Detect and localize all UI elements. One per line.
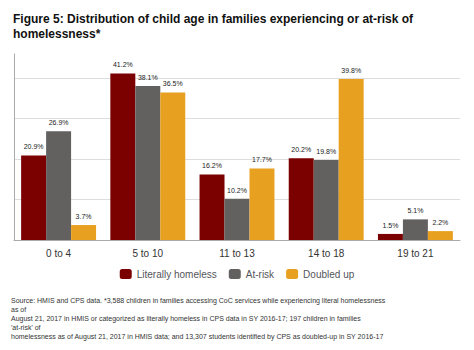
svg-text:as of: as of [11,306,26,313]
svg-text:August 21, 2017 in HMIS or cat: August 21, 2017 in HMIS or categorized a… [11,315,363,323]
svg-text:10.2%: 10.2% [227,187,247,194]
svg-text:19.8%: 19.8% [316,148,336,155]
svg-text:Literally homeless: Literally homeless [137,269,217,280]
svg-text:Doubled up: Doubled up [303,269,355,280]
svg-text:'at-risk' of: 'at-risk' of [11,324,41,331]
svg-text:At-risk: At-risk [246,269,275,280]
svg-text:homelessness as of August 21,: homelessness as of August 21, 2017 in HM… [11,333,383,341]
svg-text:39.8%: 39.8% [341,67,361,74]
svg-text:11 to 13: 11 to 13 [219,248,255,259]
svg-text:Source: HMIS and CPS data. *3,: Source: HMIS and CPS data. *3,588 childr… [11,297,387,305]
svg-text:5 to 10: 5 to 10 [133,248,164,259]
svg-text:0 to 4: 0 to 4 [46,248,71,259]
svg-text:5.1%: 5.1% [407,207,423,214]
svg-text:20.9%: 20.9% [24,143,44,150]
svg-text:19 to 21: 19 to 21 [397,248,434,259]
svg-text:14 to 18: 14 to 18 [308,248,345,259]
svg-text:26.9%: 26.9% [49,119,69,126]
svg-text:41.2%: 41.2% [113,61,133,68]
svg-text:36.5%: 36.5% [163,80,183,87]
svg-text:16.2%: 16.2% [202,162,222,169]
svg-text:Figure 5: Distribution of chil: Figure 5: Distribution of child age in f… [13,12,416,26]
svg-text:20.2%: 20.2% [291,146,311,153]
svg-text:2.2%: 2.2% [432,219,448,226]
svg-text:1.5%: 1.5% [382,222,398,229]
svg-text:3.7%: 3.7% [76,213,92,220]
svg-text:17.7%: 17.7% [252,156,272,163]
svg-text:38.1%: 38.1% [138,74,158,81]
svg-text:homelessness*: homelessness* [13,27,101,41]
